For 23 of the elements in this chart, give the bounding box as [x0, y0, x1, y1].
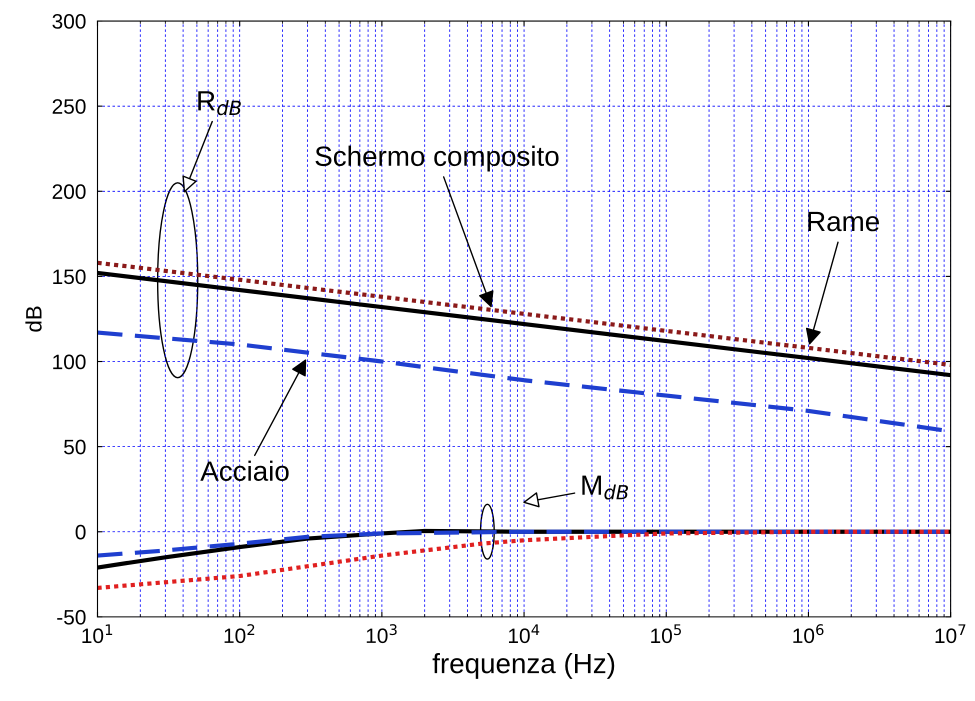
x-tick-label: 10$^{2}$	[224, 624, 254, 644]
line-series	[98, 260, 951, 368]
y-tick-label: 150	[53, 269, 86, 284]
y-tick-label: 250	[52, 99, 86, 114]
y-tick-label: 0	[76, 524, 86, 540]
x-axis-title: frequenza (Hz)	[432, 652, 614, 679]
y-tick-label: 300	[52, 14, 86, 29]
annotation: Rame	[808, 212, 879, 232]
annotation: Schermo composito	[316, 146, 559, 172]
y-tick-label: 50	[64, 440, 86, 454]
annotation: R$_{dB}$	[198, 91, 241, 116]
x-tick-label: 10$^{6}$	[793, 624, 824, 644]
annotation: Acciaio	[200, 460, 289, 481]
y-tick-label: -50	[57, 610, 86, 625]
x-tick-label: 10$^{5}$	[651, 624, 681, 644]
x-tick-label: 10$^{1}$	[82, 624, 112, 644]
y-tick-label: 200	[52, 184, 86, 200]
annotation: M$_{dB}$	[582, 476, 628, 500]
x-tick-label: 10$^{4}$	[508, 624, 540, 644]
x-tick-label: 10$^{7}$	[936, 624, 966, 644]
x-tick-label: 10$^{3}$	[366, 624, 397, 644]
y-axis-title: dB	[25, 306, 42, 332]
y-tick-label: 100	[53, 354, 86, 370]
